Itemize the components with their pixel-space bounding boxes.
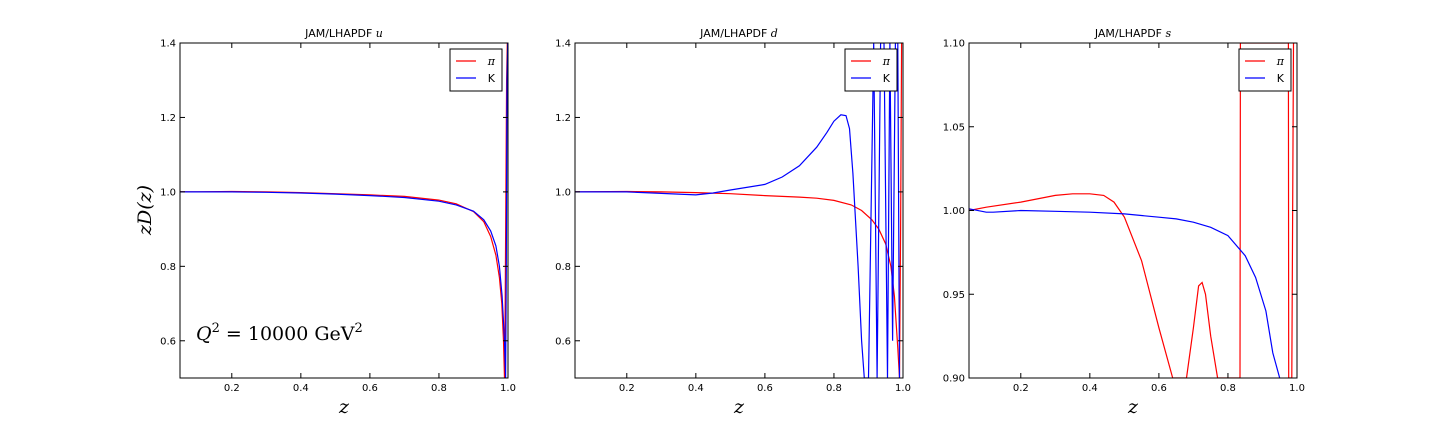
series-group — [575, 43, 903, 378]
x-tick-label: 0.8 — [431, 383, 447, 394]
x-tick-label: 0.6 — [757, 383, 773, 394]
panel-title-var: s — [1165, 27, 1171, 40]
y-tick-label: 1.4 — [555, 39, 571, 50]
legend-box — [844, 48, 898, 92]
x-axis-label: z — [733, 396, 745, 418]
x-tick-label: 1.0 — [895, 383, 911, 394]
legend-label: K — [1277, 72, 1285, 85]
x-tick-label: 0.8 — [826, 383, 842, 394]
x-tick-label: 0.4 — [293, 383, 309, 394]
y-tick-label: 1.10 — [943, 39, 965, 50]
x-tick-label: 1.0 — [500, 383, 516, 394]
x-tick-label: 0.4 — [688, 383, 704, 394]
y-tick-label: 1.05 — [943, 122, 965, 133]
legend: πK — [1238, 48, 1292, 92]
y-tick-label: 0.90 — [943, 374, 965, 385]
plot-frame — [179, 42, 509, 379]
legend-label: K — [488, 72, 496, 85]
legend-label: K — [883, 72, 891, 85]
y-tick-label: 0.6 — [160, 336, 176, 347]
panel-title: JAM/LHAPDF d — [699, 27, 778, 40]
y-tick-label: 1.00 — [943, 206, 965, 217]
x-tick-label: 0.6 — [362, 383, 378, 394]
panel-title-var: u — [376, 27, 383, 40]
panel-title-prefix: JAM/LHAPDF — [1094, 27, 1166, 40]
series-line-k — [575, 43, 901, 378]
y-tick-label: 0.8 — [160, 262, 176, 273]
annotation-value: = 10000 GeV — [220, 323, 355, 345]
x-tick-label: 0.2 — [619, 383, 635, 394]
panel-s: 0.2 0.4 0.6 0.8 1.0 0.90 0.95 1.00 1.05 1.10 JAM/L… — [943, 27, 1305, 418]
panel-title: JAM/LHAPDF u — [304, 27, 383, 40]
panel-title-prefix: JAM/LHAPDF — [699, 27, 771, 40]
series-line-pi — [969, 43, 1295, 378]
panel-u: 0.2 0.4 0.6 0.8 1.0 0.6 0.8 1.0 1.2 1.4 JAM/LHAPDF… — [160, 27, 516, 418]
y-tick-label: 0.95 — [943, 290, 965, 301]
legend: πK — [844, 48, 898, 92]
x-tick-label: 1.0 — [1289, 383, 1305, 394]
x-tick-label: 0.8 — [1220, 383, 1236, 394]
legend-label: π — [882, 55, 891, 68]
x-tick-label: 0.4 — [1082, 383, 1098, 394]
panel-title-var: d — [771, 27, 778, 40]
x-axis-label: z — [1127, 396, 1139, 418]
y-tick-label: 0.6 — [555, 336, 571, 347]
y-tick-label: 1.2 — [160, 113, 176, 124]
x-tick-label: 0.6 — [1151, 383, 1167, 394]
legend-box — [1238, 48, 1292, 92]
y-tick-label: 1.0 — [160, 187, 176, 198]
annotation-q: Q — [196, 323, 212, 345]
x-tick-label: 0.2 — [224, 383, 240, 394]
panel-title-prefix: JAM/LHAPDF — [304, 27, 376, 40]
panel-title: JAM/LHAPDF s — [1094, 27, 1172, 40]
panel-d: 0.2 0.4 0.6 0.8 1.0 0.6 0.8 1.0 1.2 1.4 JAM/LHAPDF… — [555, 27, 911, 418]
x-tick-label: 0.2 — [1013, 383, 1029, 394]
legend-label: π — [1276, 55, 1285, 68]
series-line-k — [969, 208, 1281, 378]
plot-frame — [574, 42, 904, 379]
legend-box — [449, 48, 503, 92]
annotation-q-exp: 2 — [212, 321, 220, 336]
y-tick-label: 1.0 — [555, 187, 571, 198]
series-line-pi — [575, 43, 903, 378]
y-tick-label: 0.8 — [555, 262, 571, 273]
x-axis-label: z — [338, 396, 350, 418]
legend: πK — [449, 48, 503, 92]
legend-label: π — [487, 55, 496, 68]
q-squared-annotation: Q2 = 10000 GeV2 — [196, 321, 363, 345]
y-tick-label: 1.2 — [555, 113, 571, 124]
annotation-unit-exp: 2 — [354, 321, 362, 336]
series-line-k — [180, 43, 508, 378]
y-axis-label: zD(z) — [134, 185, 156, 236]
series-group — [969, 43, 1295, 378]
y-tick-label: 1.4 — [160, 39, 176, 50]
